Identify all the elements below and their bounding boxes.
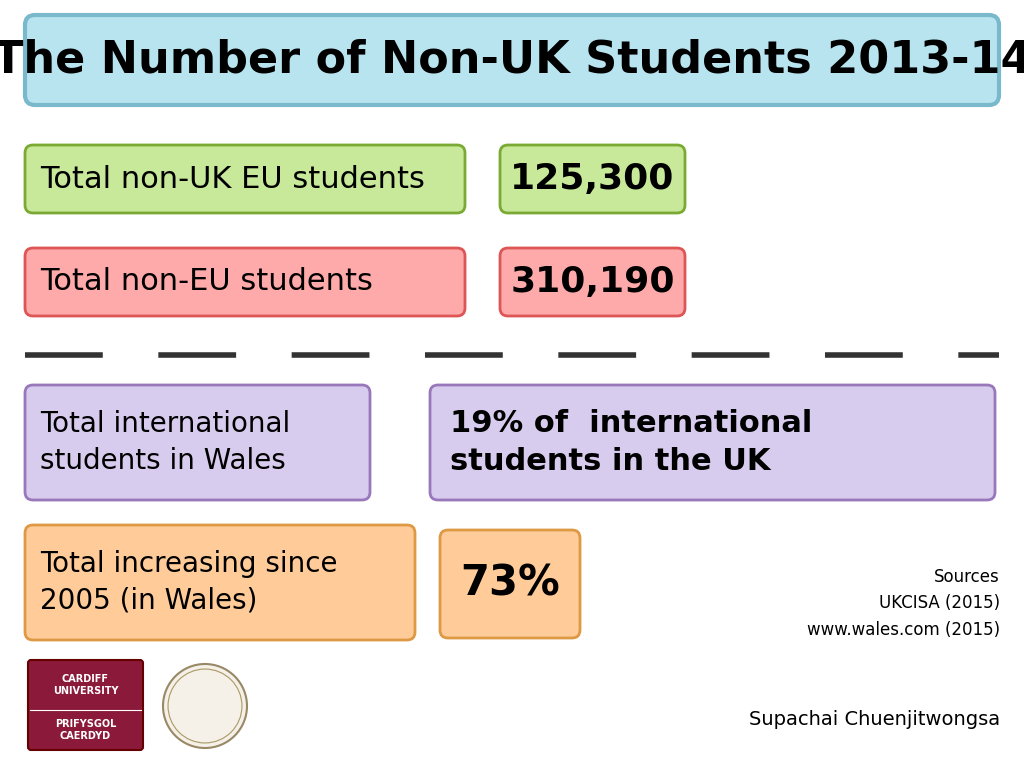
Text: Total increasing since
2005 (in Wales): Total increasing since 2005 (in Wales) [40,550,338,615]
FancyBboxPatch shape [500,248,685,316]
FancyBboxPatch shape [25,385,370,500]
Text: Total non-UK EU students: Total non-UK EU students [40,164,425,194]
Text: CARDIFF
UNIVERSITY: CARDIFF UNIVERSITY [53,674,118,696]
FancyBboxPatch shape [440,530,580,638]
Text: 310,190: 310,190 [510,265,675,299]
FancyBboxPatch shape [25,15,999,105]
Text: 19% of  international
students in the UK: 19% of international students in the UK [450,409,812,476]
FancyBboxPatch shape [25,525,415,640]
Text: Total non-EU students: Total non-EU students [40,267,373,296]
FancyBboxPatch shape [500,145,685,213]
Text: PRIFYSGOL
CAERDYD: PRIFYSGOL CAERDYD [55,720,116,741]
Text: Total international
students in Wales: Total international students in Wales [40,410,290,475]
FancyBboxPatch shape [25,145,465,213]
Text: 73%: 73% [460,563,560,605]
Circle shape [163,664,247,748]
Text: 125,300: 125,300 [510,162,675,196]
Text: Supachai Chuenjitwongsa: Supachai Chuenjitwongsa [749,710,1000,729]
FancyBboxPatch shape [25,248,465,316]
Text: Sources
UKCISA (2015)
www.wales.com (2015): Sources UKCISA (2015) www.wales.com (201… [807,568,1000,639]
FancyBboxPatch shape [430,385,995,500]
FancyBboxPatch shape [28,660,143,750]
Text: The Number of Non-UK Students 2013-14: The Number of Non-UK Students 2013-14 [0,38,1024,81]
